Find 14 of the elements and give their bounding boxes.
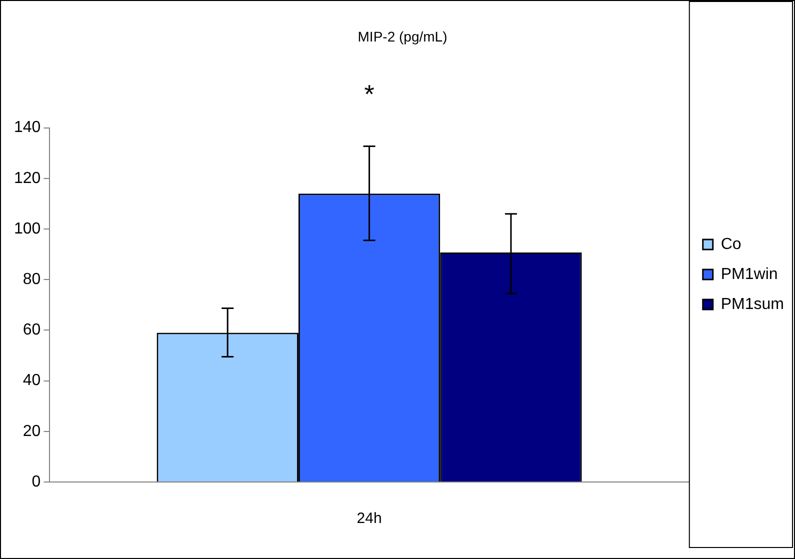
y-tick-label: 80 [22,271,41,288]
y-tick-label: 140 [14,119,41,136]
legend-label: Co [720,236,742,253]
legend-label: PM1win [720,266,778,283]
y-tick-label: 60 [22,322,41,339]
chart-title: MIP-2 (pg/mL) [358,28,448,44]
y-tick-label: 40 [22,372,41,390]
legend-label: PM1sum [720,296,784,313]
x-tick-label: 24h [356,510,382,528]
text: * [364,78,374,109]
y-tick-label: 100 [14,220,41,238]
y-tick-label: 0 [32,473,41,490]
y-tick-label: 120 [14,170,41,187]
y-tick-label: 20 [22,422,41,440]
